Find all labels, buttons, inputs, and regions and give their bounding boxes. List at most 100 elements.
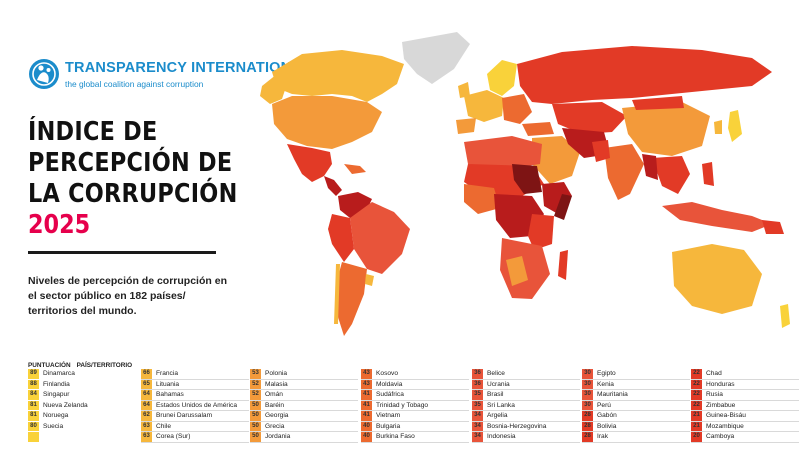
score-badge: 20 — [691, 432, 702, 442]
score-badge: 53 — [250, 369, 261, 379]
country-name: Jordania — [265, 433, 291, 440]
table-row: 35 Sri Lanka — [472, 400, 580, 411]
score-badge: 63 — [141, 421, 152, 431]
region-caribbean — [344, 164, 366, 174]
country-name: Grecia — [265, 422, 285, 430]
score-badge: 63 — [141, 432, 152, 442]
score-badge: 22 — [691, 400, 702, 410]
table-column: 36 Belice 36 Ucrania 35 Brasil 35 Sri Lanka 34 Ar… — [472, 369, 580, 443]
country-name: Chad — [706, 370, 722, 377]
score-badge: 50 — [250, 421, 261, 431]
region-greenland — [402, 32, 470, 84]
score-badge: 65 — [141, 379, 152, 389]
header-score: PUNTUACIÓN — [28, 362, 71, 369]
table-row: 34 Bosnia-Herzegovina — [472, 421, 580, 432]
score-badge: 50 — [250, 432, 261, 442]
table-column: 53 Polonia 52 Malasia 52 Omán 50 Baréin 50 Georgi… — [250, 369, 358, 443]
country-name: Mauritania — [597, 391, 628, 398]
country-name: Nueva Zelanda — [43, 401, 88, 409]
score-badge: 66 — [141, 369, 152, 379]
score-badge: 80 — [28, 421, 39, 431]
table-row: 80 Suecia — [28, 421, 128, 433]
header-country: PAÍS/TERRITORIO — [76, 362, 133, 369]
region-korea — [714, 120, 722, 134]
table-row: 81 Noruega — [28, 411, 128, 422]
score-badge: 43 — [361, 369, 372, 379]
table-column: 22 Chad 22 Honduras 22 Rusia 22 Zimbabue 21 Guine… — [691, 369, 799, 443]
table-row: 22 Zimbabue — [691, 400, 799, 411]
region-china — [622, 102, 710, 156]
title-line-2: PERCEPCIÓN DE — [28, 148, 233, 178]
table-row: 88 Finlandia — [28, 379, 128, 391]
table-row: 30 Perú — [582, 400, 690, 411]
table-column: 30 Egipto 30 Kenia 30 Mauritania 30 Perú 28 Gabón… — [582, 369, 690, 443]
table-row: 34 Argelia — [472, 411, 580, 422]
region-australia — [672, 244, 762, 314]
table-row: 30 Kenia — [582, 379, 690, 390]
country-name: Corea (Sur) — [156, 433, 191, 440]
region-russia — [517, 46, 772, 104]
region-mexico — [287, 144, 332, 182]
title-divider — [28, 251, 216, 254]
score-badge: 64 — [141, 390, 152, 400]
region-japan — [728, 110, 742, 142]
table-row: 84 Singapur — [28, 390, 128, 401]
score-badge: 64 — [141, 400, 152, 410]
country-name: Bolivia — [597, 422, 617, 430]
country-name: Singapur — [43, 391, 70, 398]
table-row: 52 Omán — [250, 390, 358, 401]
table-row: 50 Grecia — [250, 421, 358, 432]
region-myanmar — [642, 154, 658, 180]
transparency-international-logo: TRANSPARENCY INTERNATIONAL the global co… — [28, 58, 311, 100]
logo-title: TRANSPARENCY INTERNATIONAL — [65, 60, 312, 76]
score-badge — [28, 432, 39, 442]
table-row: 41 Vietnam — [361, 411, 469, 422]
region-botswana-namibia — [506, 256, 528, 286]
score-badge: 88 — [28, 379, 39, 389]
table-row: 66 Francia — [141, 369, 249, 380]
table-row: 65 Lituania — [141, 379, 249, 390]
score-badge: 41 — [361, 390, 372, 400]
country-name: Guinea-Bisáu — [706, 412, 746, 419]
title-year: 2025 — [28, 210, 91, 240]
score-badge: 35 — [472, 390, 483, 400]
region-uruguay — [365, 274, 374, 286]
region-mongolia — [632, 96, 684, 110]
country-name: Perú — [597, 401, 611, 409]
table-row: 21 Guinea-Bisáu — [691, 411, 799, 422]
score-badge: 89 — [28, 369, 39, 379]
table-column: 66 Francia 65 Lituania 64 Bahamas 64 Estados Un… — [141, 369, 249, 443]
globe-people-icon — [29, 59, 59, 89]
country-name: Suecia — [43, 422, 64, 430]
table-row: 50 Baréin — [250, 400, 358, 411]
table-row: 89 Dinamarca — [28, 369, 128, 380]
score-badge: 36 — [472, 369, 483, 379]
score-badge: 21 — [691, 421, 702, 431]
subtitle: Niveles de percepción de corrupción en e… — [28, 275, 227, 317]
country-name: Sudáfrica — [376, 391, 404, 398]
table-row: 20 Camboya — [691, 432, 799, 443]
table-row: 63 Corea (Sur) — [141, 432, 249, 443]
score-badge: 30 — [582, 369, 593, 379]
table-row — [28, 432, 128, 443]
region-chile — [334, 264, 340, 324]
table-row: 34 Indonesia — [472, 432, 580, 443]
country-name: Burkina Faso — [376, 433, 415, 440]
region-turkey — [522, 122, 554, 136]
country-name: Malasia — [265, 380, 288, 388]
table-row: 64 Estados Unidos de América — [141, 400, 249, 411]
table-row: 41 Sudáfrica — [361, 390, 469, 401]
table-row: 41 Trinidad y Tobago — [361, 400, 469, 411]
score-badge: 36 — [472, 379, 483, 389]
country-name: Irak — [597, 433, 608, 440]
table-row: 28 Irak — [582, 432, 690, 443]
country-name: Bosnia-Herzegovina — [487, 422, 547, 430]
country-name: Noruega — [43, 412, 69, 419]
score-badge: 30 — [582, 390, 593, 400]
region-north-africa — [464, 136, 542, 170]
table-row: 53 Polonia — [250, 369, 358, 380]
country-name: Bulgaria — [376, 422, 401, 430]
score-badge: 34 — [472, 432, 483, 442]
country-name: Chile — [156, 422, 172, 430]
table-row: 43 Moldavia — [361, 379, 469, 390]
